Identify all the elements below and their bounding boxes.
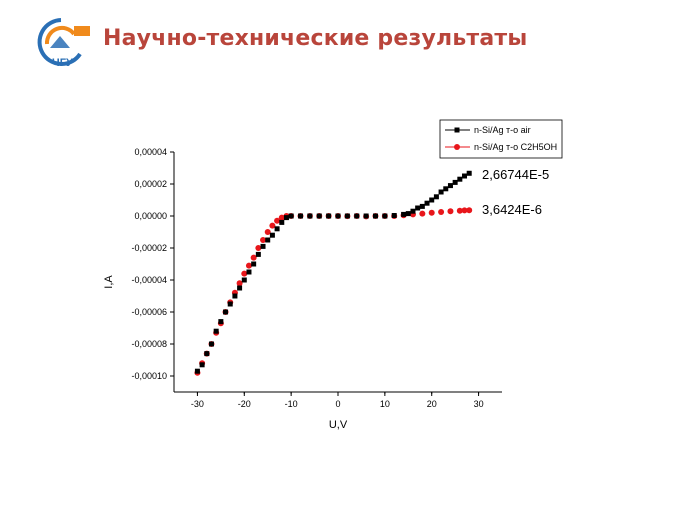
data-point-circle — [255, 245, 262, 251]
data-point-circle — [250, 254, 257, 261]
data-point-square — [354, 213, 360, 219]
end-label-ethanol: 3,6424E-6 — [482, 202, 542, 217]
data-point-square — [429, 197, 435, 203]
y-axis-title: I,A — [103, 275, 115, 289]
data-point-circle — [245, 262, 252, 269]
data-point-square — [194, 368, 200, 374]
series-ethanol — [194, 207, 473, 376]
legend-box — [439, 119, 563, 159]
data-point-square — [227, 301, 233, 307]
x-tick-label: 0 — [335, 399, 340, 409]
data-point-square — [316, 213, 322, 219]
data-point-square — [457, 176, 463, 182]
data-point-circle — [236, 280, 243, 287]
data-point-square — [419, 203, 425, 209]
data-point-square — [265, 237, 271, 243]
y-tick-label: -0,00002 — [131, 243, 167, 253]
data-point-square — [274, 226, 280, 232]
legend: n-Si/Ag т-о air n-Si/Ag т-о C2H5OH — [439, 119, 563, 159]
x-tick-label: 10 — [380, 399, 390, 409]
data-point-square — [237, 285, 243, 291]
data-point-square — [283, 215, 289, 221]
data-point-square — [462, 173, 468, 179]
data-point-square — [246, 269, 252, 275]
series-layer — [194, 170, 473, 376]
data-point-circle — [278, 214, 285, 221]
data-point-square — [307, 213, 313, 219]
x-axis: -30 -20 -10 0 10 20 30 — [191, 392, 484, 409]
data-point-circle — [447, 208, 454, 215]
x-tick-label: 30 — [474, 399, 484, 409]
data-point-circle — [428, 209, 435, 216]
legend-label-ethanol: n-Si/Ag т-о C2H5OH — [474, 142, 557, 152]
slide-title: Научно-технические результаты — [103, 26, 528, 51]
university-logo: ЧГУ — [37, 18, 90, 68]
data-point-circle — [456, 207, 463, 214]
x-tick-label: -20 — [238, 399, 251, 409]
data-point-circle — [274, 217, 281, 224]
data-point-square — [372, 213, 378, 219]
data-point-square — [382, 213, 388, 219]
data-point-square — [401, 211, 407, 217]
y-axis: 0,00004 0,00002 0,00000 -0,00002 -0,00004 -0,… — [131, 147, 174, 381]
data-point-square — [405, 211, 411, 217]
data-point-square — [288, 213, 294, 219]
legend-marker-ethanol — [454, 144, 460, 150]
data-point-square — [223, 309, 229, 315]
y-tick-label: 0,00004 — [134, 147, 167, 157]
y-tick-label: -0,00010 — [131, 371, 167, 381]
data-point-square — [447, 183, 453, 189]
data-point-circle — [438, 209, 445, 215]
data-point-square — [443, 186, 449, 192]
data-point-square — [335, 213, 341, 219]
series-air — [194, 170, 472, 374]
data-point-square — [218, 319, 224, 325]
data-point-square — [199, 362, 205, 368]
data-point-square — [438, 189, 444, 195]
data-point-square — [363, 213, 369, 219]
y-tick-label: -0,00004 — [131, 275, 167, 285]
data-point-square — [415, 205, 421, 211]
data-point-square — [208, 341, 214, 347]
data-point-circle — [269, 222, 276, 229]
data-point-square — [424, 200, 430, 206]
data-point-square — [466, 170, 472, 176]
data-point-square — [255, 251, 261, 257]
data-point-square — [298, 213, 304, 219]
legend-label-air: n-Si/Ag т-о air — [474, 125, 531, 135]
data-point-square — [269, 232, 275, 238]
x-tick-label: -10 — [285, 399, 298, 409]
data-point-square — [391, 213, 397, 219]
data-point-square — [232, 293, 238, 299]
data-point-circle — [461, 207, 468, 214]
data-point-circle — [419, 210, 426, 217]
x-tick-label: -30 — [191, 399, 204, 409]
data-point-square — [433, 194, 439, 200]
data-point-square — [241, 277, 247, 283]
data-point-square — [279, 219, 285, 225]
y-tick-label: 0,00000 — [134, 211, 167, 221]
data-point-square — [251, 261, 257, 267]
logo-text: ЧГУ — [52, 57, 73, 68]
data-point-circle — [466, 207, 473, 214]
data-point-circle — [264, 229, 271, 235]
data-point-square — [326, 213, 332, 219]
data-point-square — [452, 179, 458, 185]
x-axis-title: U,V — [329, 419, 348, 431]
y-tick-label: 0,00002 — [134, 179, 167, 189]
x-tick-label: 20 — [427, 399, 437, 409]
data-point-circle — [241, 270, 248, 277]
data-point-square — [204, 351, 210, 357]
data-point-circle — [260, 237, 267, 243]
data-point-square — [344, 213, 350, 219]
y-tick-label: -0,00008 — [131, 339, 167, 349]
end-label-air: 2,66744E-5 — [482, 167, 549, 182]
y-tick-label: -0,00006 — [131, 307, 167, 317]
data-point-square — [410, 208, 416, 214]
legend-marker-air — [454, 127, 460, 133]
data-point-square — [260, 243, 266, 249]
data-point-square — [213, 328, 219, 334]
